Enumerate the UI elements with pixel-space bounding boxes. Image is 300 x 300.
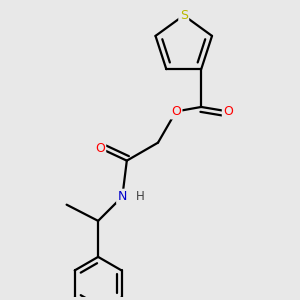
Text: O: O (171, 105, 181, 118)
Text: N: N (118, 190, 127, 203)
Text: H: H (136, 190, 145, 203)
Text: S: S (180, 9, 188, 22)
Text: O: O (223, 105, 233, 118)
Text: O: O (95, 142, 105, 154)
